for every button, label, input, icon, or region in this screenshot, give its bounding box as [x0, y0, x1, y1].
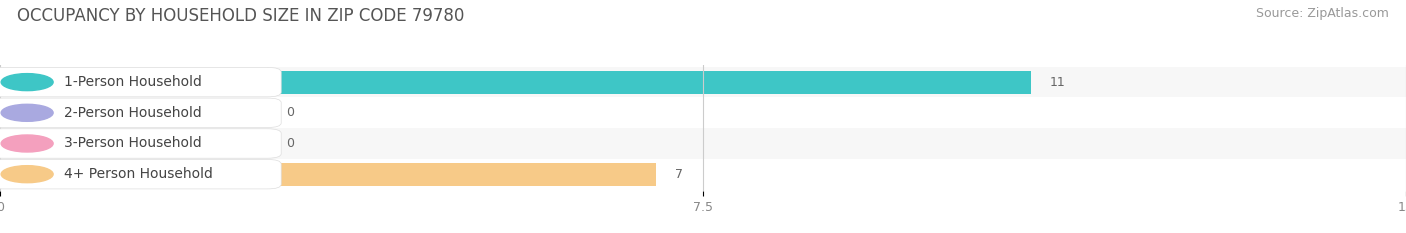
Text: 7: 7	[675, 168, 683, 181]
Text: 1-Person Household: 1-Person Household	[65, 75, 202, 89]
Text: 0: 0	[285, 137, 294, 150]
Bar	[0, 101, 35, 124]
Text: 3-Person Household: 3-Person Household	[65, 137, 202, 151]
Circle shape	[1, 74, 53, 91]
Bar	[0, 128, 1406, 159]
Bar	[0, 67, 1406, 97]
Bar	[0, 132, 35, 155]
Text: Source: ZipAtlas.com: Source: ZipAtlas.com	[1256, 7, 1389, 20]
FancyBboxPatch shape	[0, 129, 281, 158]
Text: 0: 0	[285, 106, 294, 119]
FancyBboxPatch shape	[0, 67, 281, 97]
Bar	[0, 159, 1406, 189]
Circle shape	[1, 135, 53, 152]
FancyBboxPatch shape	[0, 98, 281, 127]
Text: 4+ Person Household: 4+ Person Household	[65, 167, 214, 181]
Bar	[0, 163, 657, 186]
Circle shape	[1, 104, 53, 121]
Text: 2-Person Household: 2-Person Household	[65, 106, 202, 120]
Bar	[0, 97, 1406, 128]
FancyBboxPatch shape	[0, 159, 281, 189]
Bar	[0, 71, 1031, 94]
Text: 11: 11	[1050, 76, 1066, 89]
Circle shape	[1, 166, 53, 183]
Text: OCCUPANCY BY HOUSEHOLD SIZE IN ZIP CODE 79780: OCCUPANCY BY HOUSEHOLD SIZE IN ZIP CODE …	[17, 7, 464, 25]
